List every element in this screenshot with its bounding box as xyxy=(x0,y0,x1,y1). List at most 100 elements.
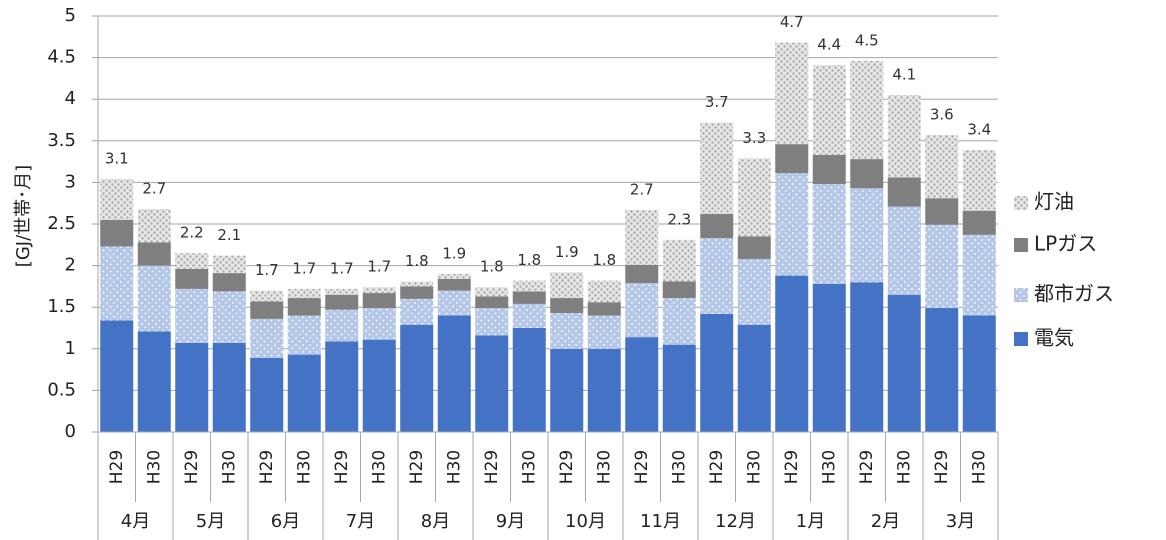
bar-segment-3 xyxy=(475,287,509,297)
bar-segment-1 xyxy=(175,288,209,343)
bar-segment-3 xyxy=(662,239,696,282)
y-tick-label: 0.5 xyxy=(47,379,76,400)
data-label: 1.8 xyxy=(592,251,616,269)
category-label: H30 xyxy=(594,450,614,484)
bar-segment-1 xyxy=(137,265,171,332)
category-label: H30 xyxy=(969,450,989,484)
y-tick-label: 1.5 xyxy=(47,296,76,317)
bar-segment-1 xyxy=(887,206,921,295)
bar-segment-3 xyxy=(250,290,284,302)
bar-segment-1 xyxy=(475,308,509,336)
data-label: 3.3 xyxy=(742,129,766,147)
bar-segment-3 xyxy=(775,42,809,145)
bar-segment-1 xyxy=(400,298,434,325)
bar-segment-0 xyxy=(512,328,546,432)
bar-segment-3 xyxy=(962,149,996,211)
data-label: 4.1 xyxy=(892,66,916,84)
category-label: H29 xyxy=(407,450,427,484)
category-label: H29 xyxy=(632,450,652,484)
legend-swatch xyxy=(1014,288,1028,302)
legend-label: 灯油 xyxy=(1034,190,1074,214)
bar-segment-0 xyxy=(400,324,434,432)
data-label: 2.1 xyxy=(217,226,241,244)
data-label: 3.1 xyxy=(105,150,129,168)
bar-segment-0 xyxy=(437,315,471,432)
bar-segment-3 xyxy=(175,253,209,269)
data-label: 4.7 xyxy=(780,13,804,31)
bar-segment-3 xyxy=(550,272,584,299)
bar-segment-0 xyxy=(287,354,321,432)
group-label: 5月 xyxy=(196,511,225,532)
data-label: 4.5 xyxy=(855,31,879,49)
data-label: 2.7 xyxy=(630,180,654,198)
group-label: 7月 xyxy=(346,511,375,532)
bar-segment-2 xyxy=(437,278,471,291)
bar-segment-1 xyxy=(625,283,659,338)
bar-segment-3 xyxy=(100,179,134,220)
group-label: 12月 xyxy=(715,511,756,532)
bar-segment-2 xyxy=(137,242,171,266)
bar-segment-0 xyxy=(925,308,959,432)
bar-segment-0 xyxy=(850,282,884,432)
data-label: 3.4 xyxy=(967,120,991,138)
bar-segment-3 xyxy=(287,288,321,299)
y-axis-label: [GJ/世帯･月] xyxy=(13,165,34,267)
bar-segment-1 xyxy=(850,188,884,283)
category-label: H30 xyxy=(519,450,539,484)
category-label: H29 xyxy=(557,450,577,484)
group-label: 8月 xyxy=(421,511,450,532)
y-tick-label: 3.5 xyxy=(47,130,76,151)
bar-segment-0 xyxy=(962,315,996,432)
bar-segment-1 xyxy=(325,309,359,342)
bar-segment-1 xyxy=(437,290,471,316)
bar-segment-2 xyxy=(625,264,659,284)
group-label: 6月 xyxy=(271,511,300,532)
bar-segment-0 xyxy=(175,342,209,432)
bar-segment-1 xyxy=(512,303,546,328)
category-label: H29 xyxy=(332,450,352,484)
bar-segment-2 xyxy=(100,219,134,247)
bar-segment-3 xyxy=(512,280,546,292)
bar-segment-1 xyxy=(962,234,996,316)
legend-swatch xyxy=(1014,238,1028,252)
group-label: 9月 xyxy=(496,511,525,532)
bar-segment-3 xyxy=(812,65,846,155)
bar-segment-1 xyxy=(700,238,734,314)
bar-segment-3 xyxy=(137,209,171,243)
bar-segment-0 xyxy=(737,324,771,432)
category-label: H30 xyxy=(369,450,389,484)
bar-segment-2 xyxy=(250,301,284,319)
legend-label: 都市ガス xyxy=(1034,282,1114,306)
category-label: H29 xyxy=(857,450,877,484)
category-label: H29 xyxy=(257,450,277,484)
bar-segment-0 xyxy=(100,320,134,432)
bar-segment-0 xyxy=(250,357,284,432)
category-label: H30 xyxy=(894,450,914,484)
group-label: 3月 xyxy=(946,511,975,532)
data-label: 4.4 xyxy=(817,36,841,54)
bar-segment-3 xyxy=(325,288,359,295)
bar-segment-2 xyxy=(550,298,584,314)
bar-segment-3 xyxy=(362,287,396,294)
bar-segment-3 xyxy=(437,273,471,279)
group-label: 4月 xyxy=(121,511,150,532)
data-labels: 3.1 2.7 2.2 2.1 1.7 1.7 1.7 1.7 1.8 1.9 1.8 1.8 1.9 1… xyxy=(105,13,991,279)
bar-segment-3 xyxy=(625,209,659,265)
category-label: H30 xyxy=(744,450,764,484)
bar-segment-1 xyxy=(287,315,321,355)
group-label: 10月 xyxy=(565,511,606,532)
bar-segment-0 xyxy=(887,294,921,432)
data-label: 1.7 xyxy=(255,261,279,279)
bar-segment-2 xyxy=(962,210,996,235)
data-label: 1.8 xyxy=(405,252,429,270)
category-label: H29 xyxy=(482,450,502,484)
bar-segment-1 xyxy=(812,184,846,284)
y-tick-label: 0 xyxy=(65,421,76,442)
group-label: 1月 xyxy=(796,511,825,532)
data-label: 2.7 xyxy=(142,180,166,198)
legend-swatch xyxy=(1014,196,1028,210)
category-label: H30 xyxy=(819,450,839,484)
bar-segment-2 xyxy=(662,281,696,299)
